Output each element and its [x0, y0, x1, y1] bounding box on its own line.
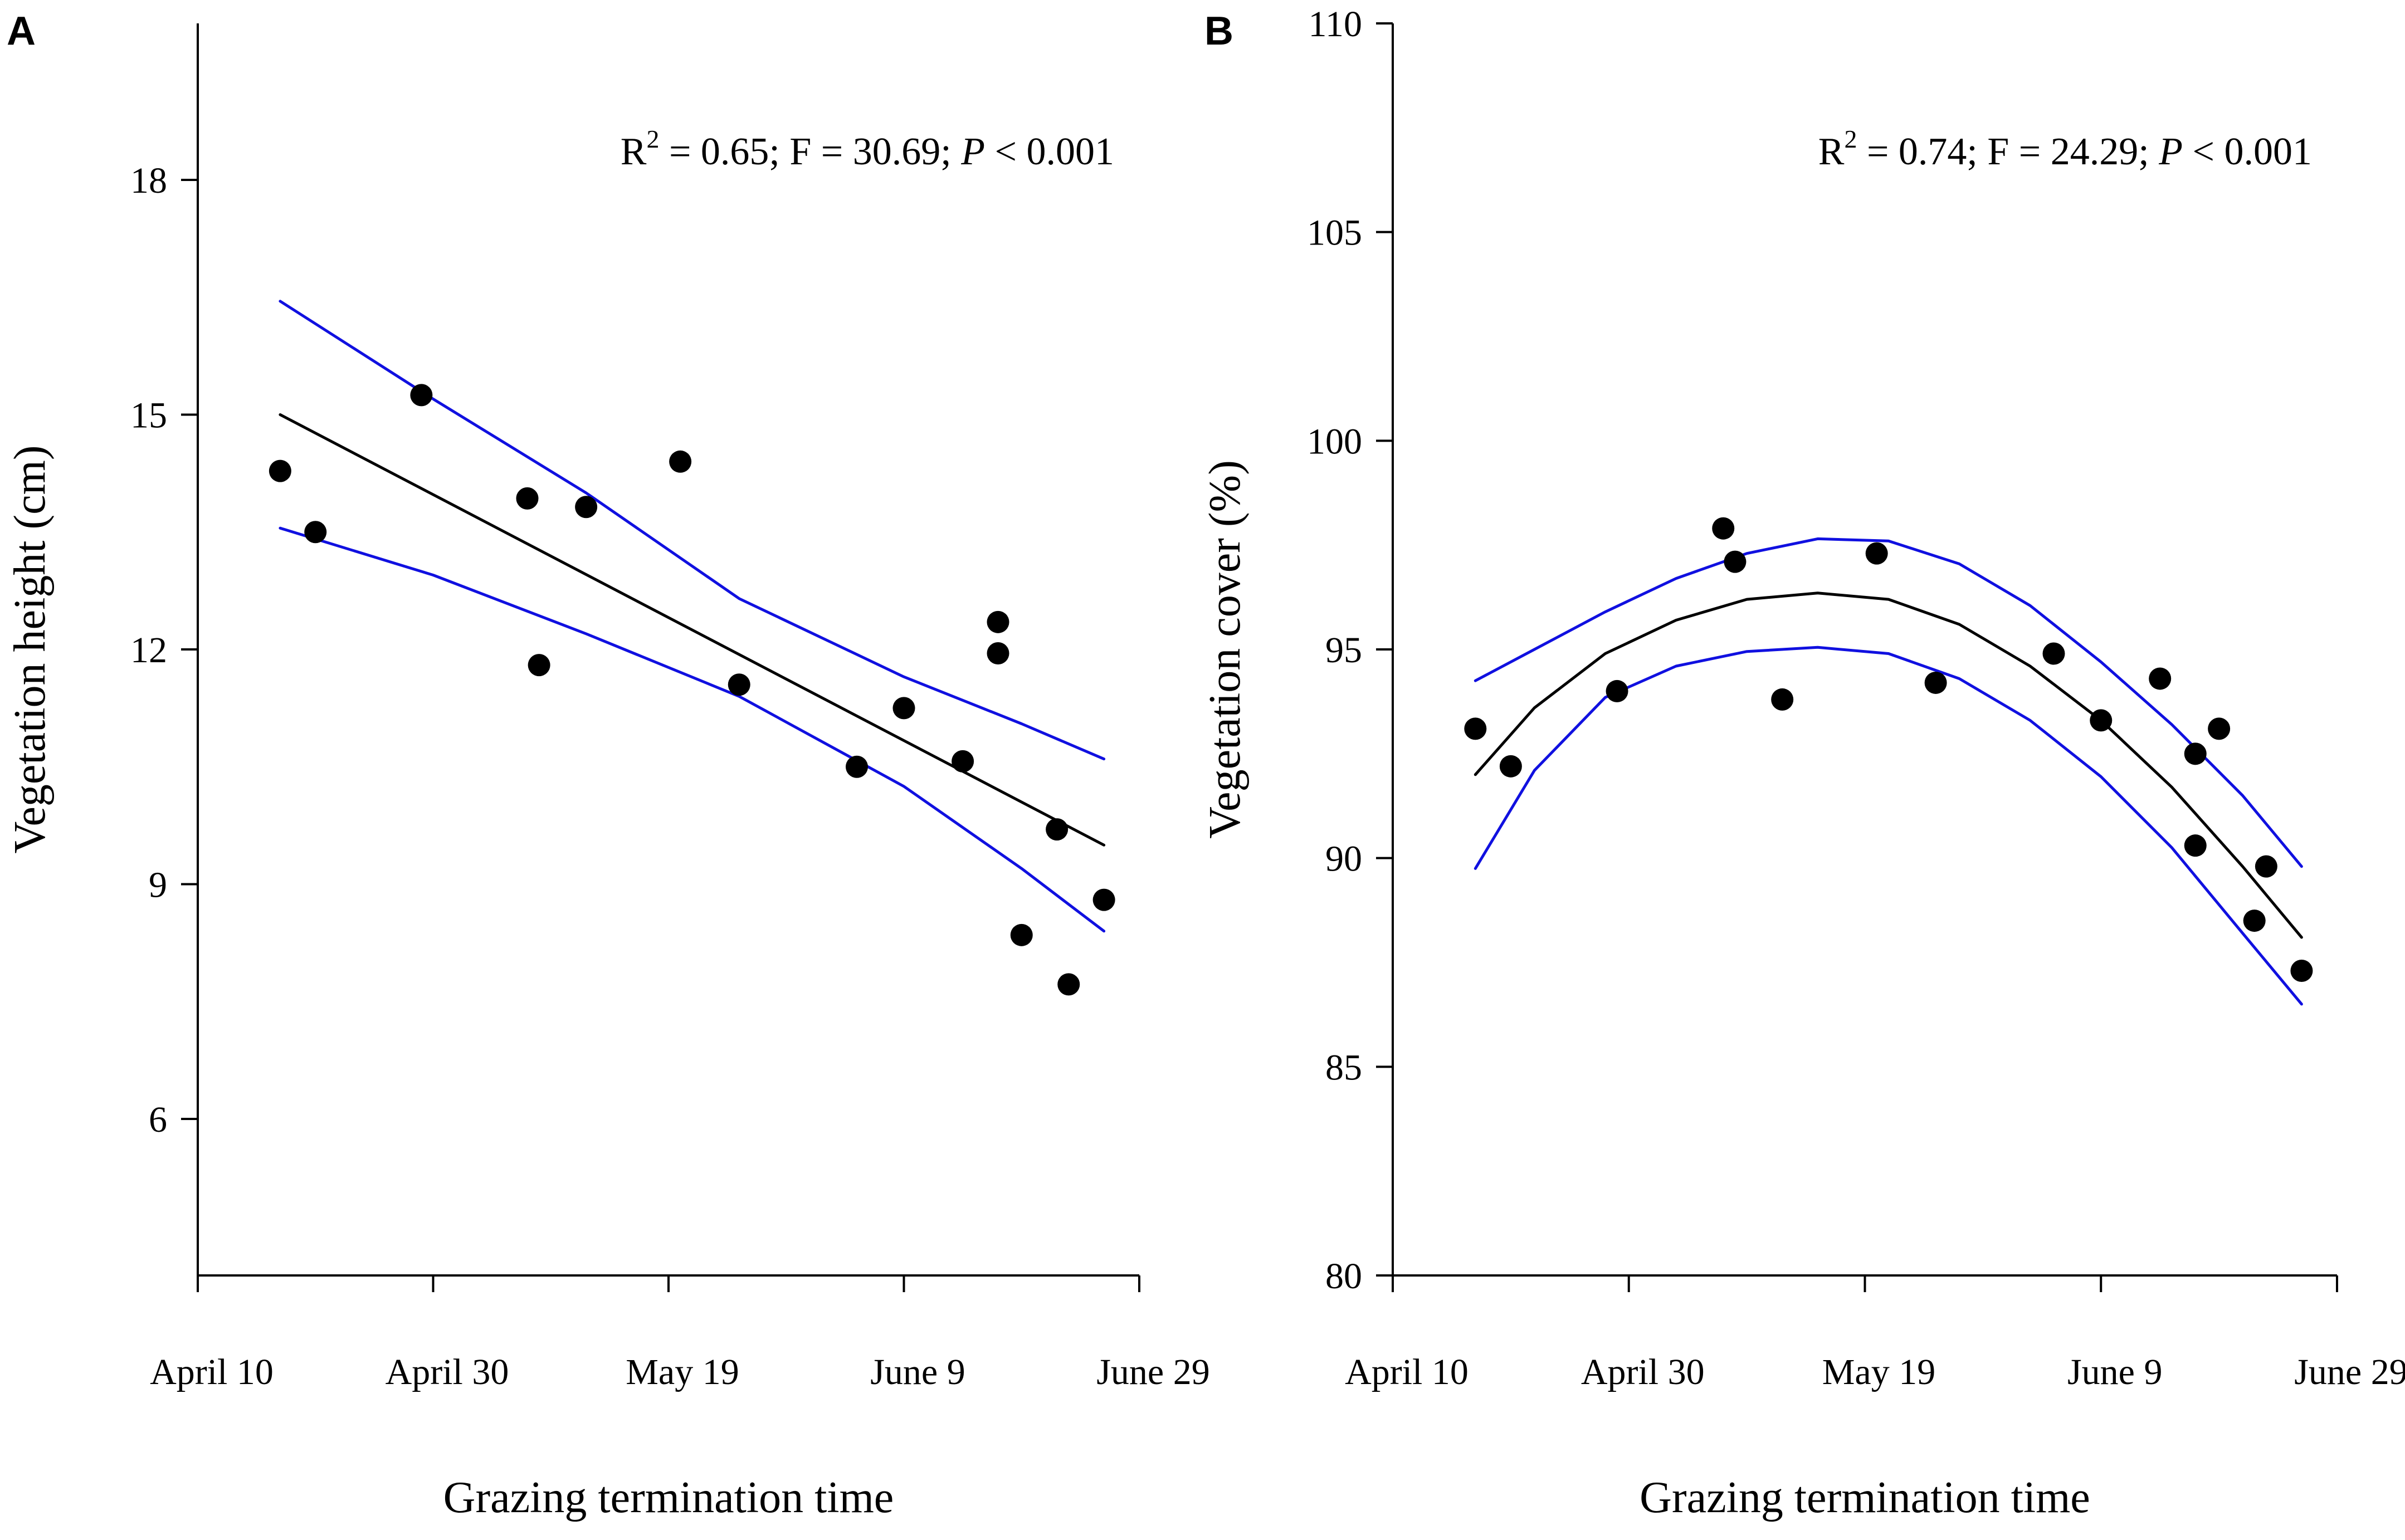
ci-lower-line — [279, 526, 1106, 933]
y-tick-label: 95 — [1325, 630, 1362, 671]
x-axis-title: Grazing termination time — [1640, 1473, 2090, 1522]
data-point — [2184, 742, 2207, 765]
data-point — [1865, 542, 1888, 565]
y-tick-label: 15 — [130, 395, 167, 436]
stats-p-label: P — [2158, 130, 2183, 173]
stats-r-label: R — [1818, 130, 1845, 173]
x-tick-label: May 19 — [1822, 1352, 1935, 1392]
data-point — [1499, 755, 1522, 778]
stats-values: = 0.74; F = 24.29; — [1857, 130, 2159, 173]
chart-panel-a: A 6 9 12 15 18 April 10 April 30 May 19 June 9 Jun… — [6, 9, 1210, 1522]
y-axis-title: Vegetation height (cm) — [6, 445, 55, 853]
y-tick-label: 85 — [1325, 1047, 1362, 1088]
data-point — [2149, 667, 2172, 690]
panel-letter: B — [1204, 9, 1233, 53]
stats-values: = 0.65; F = 30.69; — [659, 130, 961, 173]
stats-p-value: < 0.001 — [985, 130, 1114, 173]
data-point — [516, 487, 539, 510]
data-point — [2255, 855, 2277, 878]
data-point — [2243, 910, 2266, 932]
data-point — [892, 697, 915, 720]
x-tick-label: June 29 — [1096, 1352, 1209, 1392]
data-point — [2290, 959, 2313, 982]
data-point — [1724, 550, 1747, 573]
ci-upper-line — [1474, 537, 2303, 868]
y-tick-label: 6 — [149, 1099, 167, 1140]
data-point — [952, 750, 974, 773]
data-point — [304, 521, 327, 544]
y-tick-label: 9 — [149, 865, 167, 906]
y-tick-label: 12 — [130, 630, 167, 671]
y-tick-label: 80 — [1325, 1256, 1362, 1297]
data-point — [1771, 688, 1794, 711]
data-point — [2184, 834, 2207, 857]
panel-letter: A — [7, 9, 36, 53]
y-tick-label: 100 — [1307, 421, 1362, 462]
data-point — [575, 496, 598, 519]
ci-lower-line — [1474, 646, 2303, 1006]
data-point — [1046, 818, 1069, 841]
data-point — [1606, 679, 1628, 702]
data-point — [2042, 642, 2065, 665]
x-tick-label: April 10 — [150, 1352, 274, 1392]
data-point — [987, 642, 1009, 665]
ci-upper-line — [279, 300, 1106, 761]
data-point — [1092, 888, 1115, 911]
x-axis-title: Grazing termination time — [443, 1473, 894, 1522]
y-tick-label: 110 — [1308, 4, 1362, 45]
stats-annotation: R2 = 0.65; F = 30.69; P < 0.001 — [621, 125, 1114, 173]
data-point — [528, 654, 550, 677]
data-point — [987, 610, 1009, 633]
stats-p-label: P — [960, 130, 985, 173]
data-point — [1057, 973, 1080, 996]
fit-line — [1474, 591, 2303, 939]
stats-r-superscript: 2 — [646, 125, 659, 153]
data-point — [2208, 717, 2231, 740]
chart-panel-b: B 80 85 90 95 100 105 110 April 10 April 30 May 19… — [1201, 4, 2405, 1522]
x-tick-label: April 10 — [1345, 1352, 1469, 1392]
x-tick-label: June 9 — [2067, 1352, 2162, 1392]
stats-r-superscript: 2 — [1844, 125, 1857, 153]
x-tick-label: June 9 — [870, 1352, 965, 1392]
x-tick-label: June 29 — [2294, 1352, 2405, 1392]
data-point — [410, 384, 433, 407]
x-tick-label: April 30 — [386, 1352, 509, 1392]
y-tick-label: 105 — [1307, 213, 1362, 253]
data-point — [2090, 709, 2113, 732]
stats-r-label: R — [621, 130, 647, 173]
x-tick-label: May 19 — [626, 1352, 739, 1392]
x-tick-label: April 30 — [1581, 1352, 1705, 1392]
data-point — [728, 673, 750, 696]
y-tick-label: 90 — [1325, 839, 1362, 879]
data-point — [669, 450, 692, 473]
data-point — [1712, 517, 1735, 540]
data-point — [846, 755, 868, 778]
data-point — [269, 459, 291, 482]
data-point — [1924, 671, 1947, 694]
fit-line — [279, 413, 1106, 847]
data-point — [1464, 717, 1487, 740]
stats-p-value: < 0.001 — [2183, 130, 2312, 173]
data-point — [1010, 923, 1033, 946]
stats-annotation: R2 = 0.74; F = 24.29; P < 0.001 — [1818, 125, 2312, 173]
y-tick-label: 18 — [130, 160, 167, 201]
y-axis-title: Vegetation cover (%) — [1201, 460, 1250, 839]
